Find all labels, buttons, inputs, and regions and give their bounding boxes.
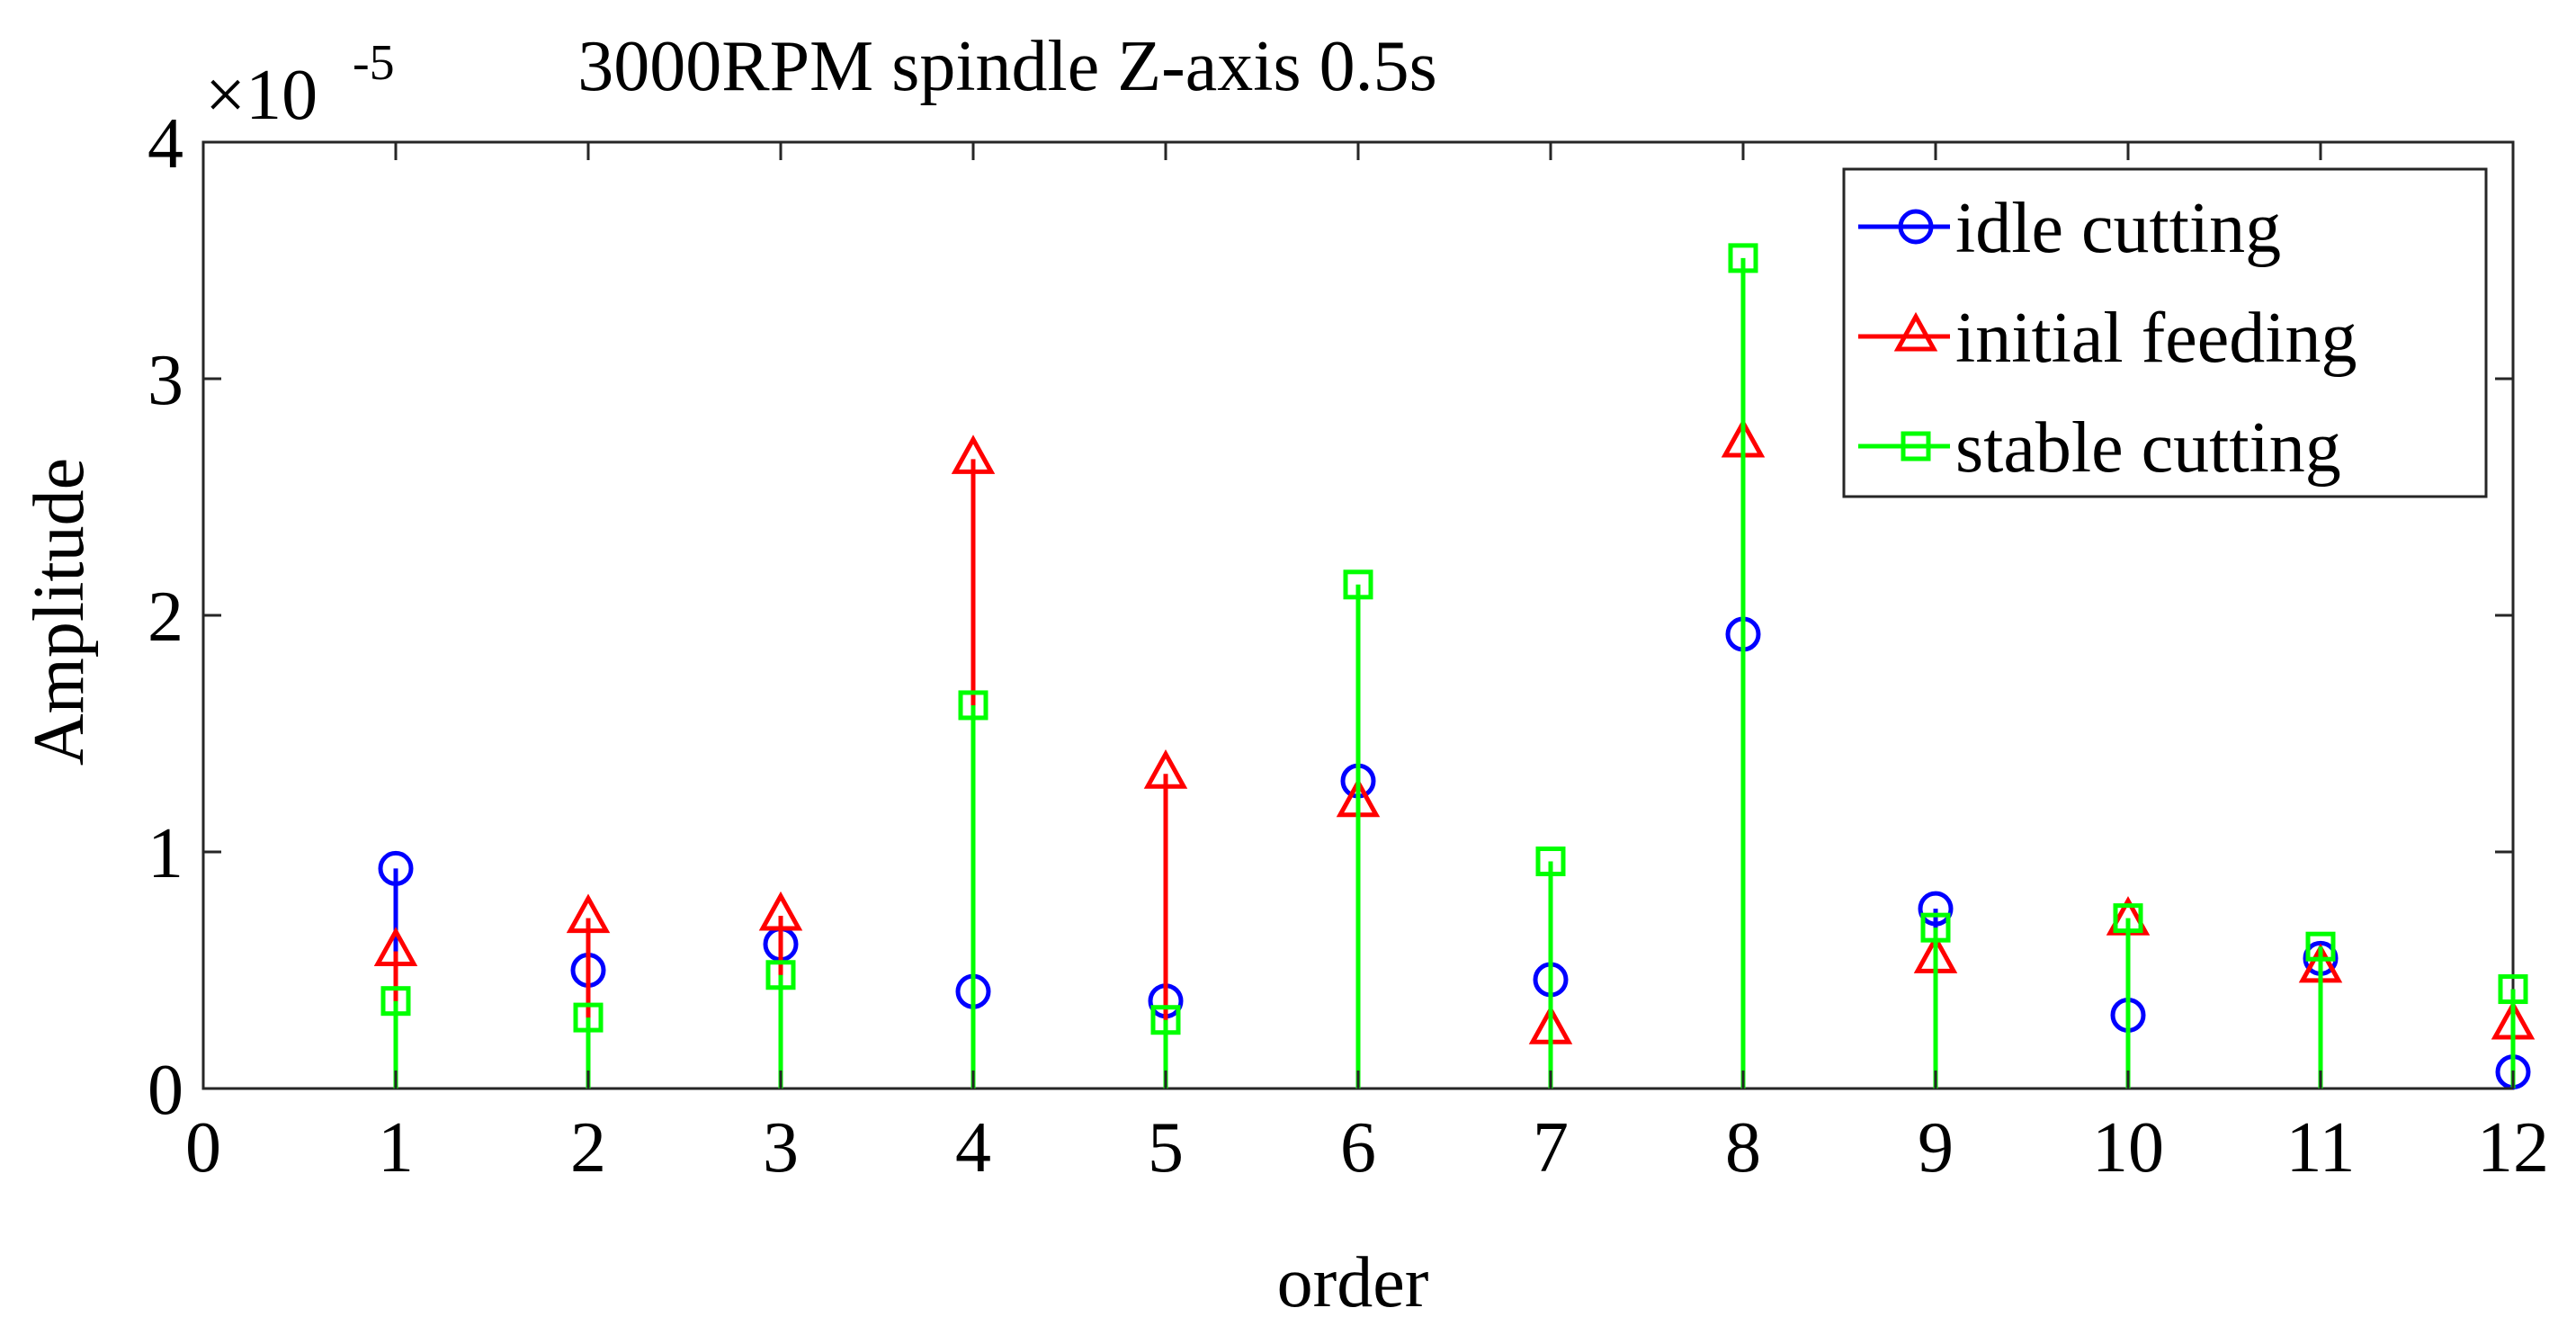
- stem-marker: [958, 690, 988, 721]
- stem-marker: [2113, 903, 2143, 934]
- y-tick-label: 2: [148, 578, 183, 657]
- legend-label: initial feeding: [1955, 299, 2357, 378]
- legend-label: idle cutting: [1955, 189, 2281, 268]
- stem-marker: [1920, 912, 1951, 943]
- x-tick-label: 7: [1533, 1108, 1569, 1187]
- x-tick-label: 4: [955, 1108, 991, 1187]
- x-tick-label: 2: [570, 1108, 606, 1187]
- y-tick-label: 1: [148, 814, 183, 893]
- stem-marker: [951, 435, 996, 474]
- y-tick-label: 4: [148, 104, 183, 184]
- exponent-label: ×10 -5: [205, 35, 395, 135]
- legend-box: [1842, 167, 2488, 498]
- stem-marker: [1143, 749, 1188, 789]
- stem-marker: [566, 893, 611, 934]
- x-tick-label: 12: [2477, 1108, 2549, 1187]
- x-axis-label: order: [1277, 1243, 1429, 1322]
- x-tick-label: 0: [185, 1108, 221, 1187]
- stems: [373, 243, 2536, 1090]
- legend-label: stable cutting: [1955, 408, 2341, 488]
- stem-marker: [573, 1002, 604, 1033]
- chart-title: 3000RPM spindle Z-axis 0.5s: [577, 27, 1437, 106]
- legend-marker: [1893, 311, 1938, 352]
- x-tick-label: 11: [2285, 1108, 2355, 1187]
- legend-item: idle cutting: [1858, 189, 2281, 268]
- y-tick-label: 0: [148, 1051, 183, 1130]
- exponent-power: -5: [353, 35, 395, 91]
- x-tick-label: 9: [1918, 1108, 1954, 1187]
- x-tick-label: 10: [2092, 1108, 2164, 1187]
- exponent-base: ×10: [205, 56, 318, 135]
- x-tick-label: 3: [763, 1108, 799, 1187]
- legend-marker: [1901, 431, 1931, 461]
- x-tick-label: 5: [1148, 1108, 1184, 1187]
- x-tick-label: 6: [1340, 1108, 1376, 1187]
- stem-marker: [2305, 931, 2336, 962]
- legend-item: initial feeding: [1858, 299, 2357, 378]
- stem-marker: [373, 927, 418, 966]
- stem-marker: [2498, 974, 2528, 1005]
- x-tick-label: 8: [1725, 1108, 1761, 1187]
- stem-marker: [1918, 891, 1954, 927]
- stem-marker: [1343, 569, 1373, 600]
- stem-marker: [380, 986, 411, 1017]
- series-stable-cutting: [380, 243, 2528, 1089]
- y-tick-label: 3: [148, 341, 183, 420]
- x-tick-label: 1: [378, 1108, 414, 1187]
- stem-marker: [1728, 243, 1758, 273]
- legend-item: stable cutting: [1858, 408, 2341, 488]
- legend: idle cutting initial feeding stable cuttin…: [1842, 167, 2488, 498]
- stem-marker: [758, 891, 803, 931]
- stem-marker: [765, 960, 796, 990]
- y-axis-label: Amplitude: [20, 458, 99, 766]
- stem-marker: [378, 850, 414, 886]
- stem-marker: [1150, 1005, 1181, 1035]
- stem-marker: [1535, 847, 1566, 877]
- legend-marker: [1898, 209, 1934, 245]
